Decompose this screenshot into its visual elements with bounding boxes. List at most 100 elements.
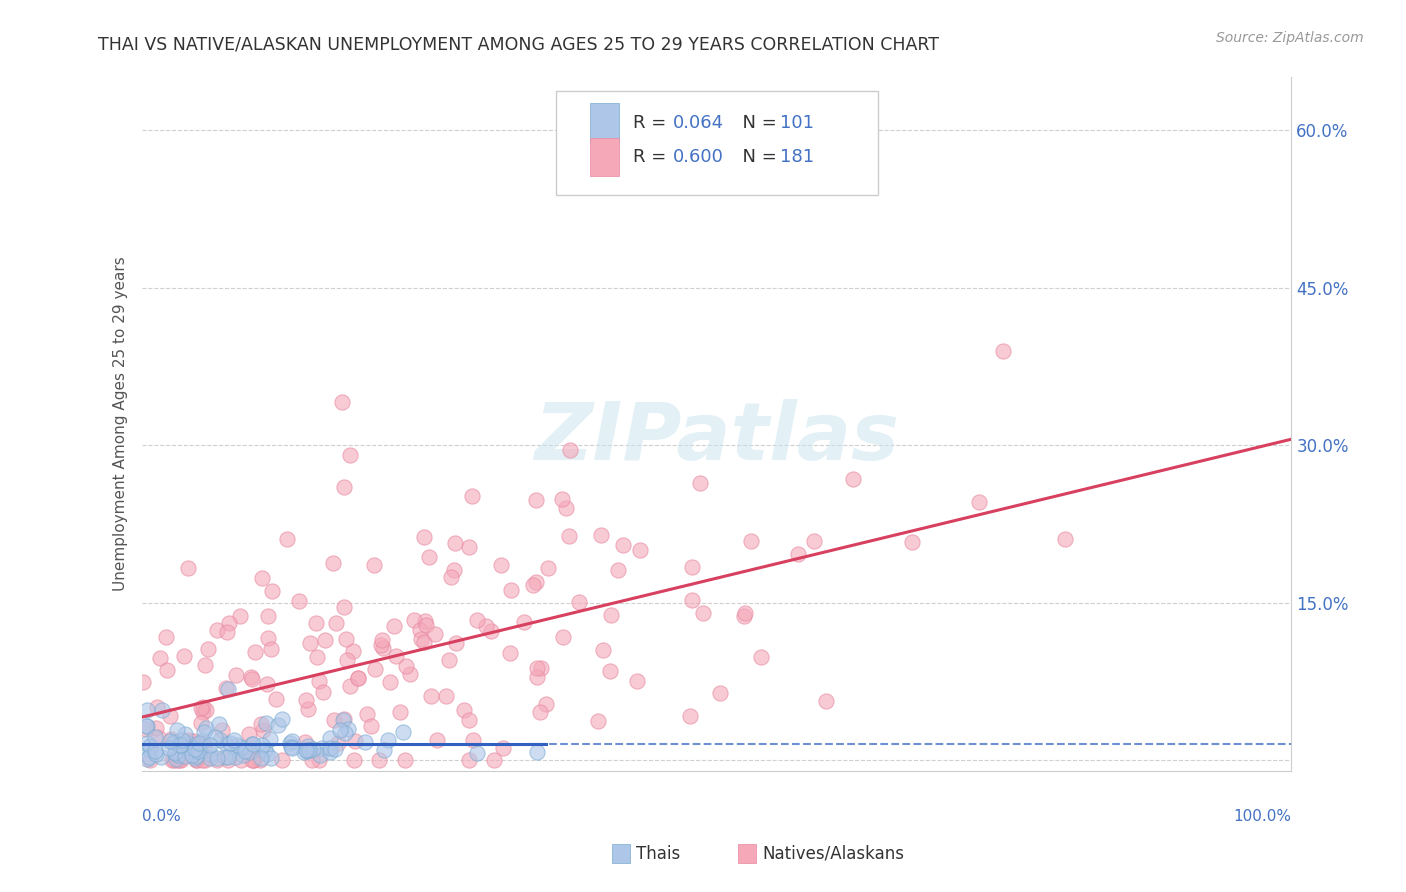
- Point: [347, 671, 370, 685]
- Point: [169, 738, 191, 752]
- Point: [250, 738, 273, 752]
- Point: [260, 583, 283, 598]
- Point: [457, 753, 479, 767]
- Point: [186, 753, 208, 767]
- Point: [529, 705, 551, 719]
- Point: [425, 627, 447, 641]
- Point: [184, 740, 207, 755]
- Point: [222, 732, 245, 747]
- Point: [256, 747, 278, 762]
- Point: [217, 749, 239, 764]
- Text: 181: 181: [780, 148, 814, 166]
- Text: Natives/Alaskans: Natives/Alaskans: [762, 845, 904, 863]
- Point: [526, 745, 548, 759]
- Point: [557, 529, 579, 543]
- Point: [733, 609, 755, 624]
- Point: [297, 739, 319, 754]
- Text: ZIPatlas: ZIPatlas: [534, 399, 900, 477]
- Point: [991, 344, 1014, 359]
- Point: [599, 664, 621, 678]
- Point: [298, 743, 321, 757]
- Point: [371, 632, 394, 647]
- Point: [149, 749, 172, 764]
- Point: [242, 737, 264, 751]
- Point: [322, 557, 344, 571]
- Point: [363, 558, 385, 572]
- Text: R =: R =: [633, 148, 672, 166]
- Point: [364, 662, 387, 676]
- Point: [319, 745, 342, 759]
- Point: [240, 753, 263, 767]
- Point: [190, 701, 212, 715]
- Text: 0.0%: 0.0%: [142, 809, 181, 824]
- Point: [481, 624, 503, 639]
- Point: [197, 642, 219, 657]
- Point: [457, 713, 479, 727]
- Point: [166, 753, 188, 767]
- Point: [787, 547, 810, 561]
- Point: [492, 741, 515, 756]
- Point: [297, 702, 319, 716]
- Point: [295, 742, 318, 756]
- Text: R =: R =: [633, 113, 672, 131]
- Point: [191, 705, 214, 719]
- Point: [260, 641, 283, 656]
- Point: [418, 549, 440, 564]
- Point: [803, 533, 825, 548]
- Point: [356, 706, 378, 721]
- Point: [461, 490, 484, 504]
- Point: [332, 714, 354, 728]
- Point: [314, 633, 336, 648]
- Point: [354, 734, 377, 748]
- Point: [135, 718, 157, 732]
- Point: [177, 736, 200, 750]
- Point: [159, 733, 181, 747]
- Point: [217, 753, 239, 767]
- Point: [440, 570, 463, 584]
- Point: [205, 751, 228, 765]
- Point: [229, 609, 252, 624]
- Point: [205, 624, 228, 638]
- Point: [163, 735, 186, 749]
- Point: [692, 606, 714, 620]
- FancyBboxPatch shape: [555, 91, 877, 195]
- Point: [280, 740, 302, 755]
- Point: [346, 671, 368, 685]
- Point: [166, 723, 188, 737]
- Point: [550, 491, 572, 506]
- Point: [499, 646, 522, 660]
- Point: [183, 742, 205, 756]
- Point: [193, 737, 215, 751]
- Point: [373, 743, 395, 757]
- Point: [224, 741, 246, 756]
- Point: [240, 737, 263, 751]
- Point: [224, 750, 246, 764]
- Point: [278, 736, 301, 750]
- Point: [205, 753, 228, 767]
- Point: [332, 712, 354, 726]
- Point: [200, 751, 222, 765]
- Point: [183, 734, 205, 748]
- Point: [335, 632, 357, 646]
- Point: [198, 747, 221, 762]
- Point: [555, 501, 578, 516]
- Point: [740, 534, 762, 549]
- Point: [288, 594, 311, 608]
- Point: [155, 630, 177, 644]
- Point: [389, 705, 412, 719]
- Point: [526, 661, 548, 675]
- Point: [524, 492, 547, 507]
- FancyBboxPatch shape: [591, 138, 619, 177]
- Point: [135, 723, 157, 737]
- Point: [252, 571, 274, 585]
- Point: [139, 753, 162, 767]
- Point: [453, 703, 475, 717]
- Point: [219, 736, 242, 750]
- Text: 100.0%: 100.0%: [1233, 809, 1292, 824]
- Point: [254, 716, 277, 731]
- Text: N =: N =: [731, 113, 782, 131]
- Point: [225, 738, 247, 752]
- Point: [187, 735, 209, 749]
- Point: [174, 727, 197, 741]
- Text: Thais: Thais: [636, 845, 679, 863]
